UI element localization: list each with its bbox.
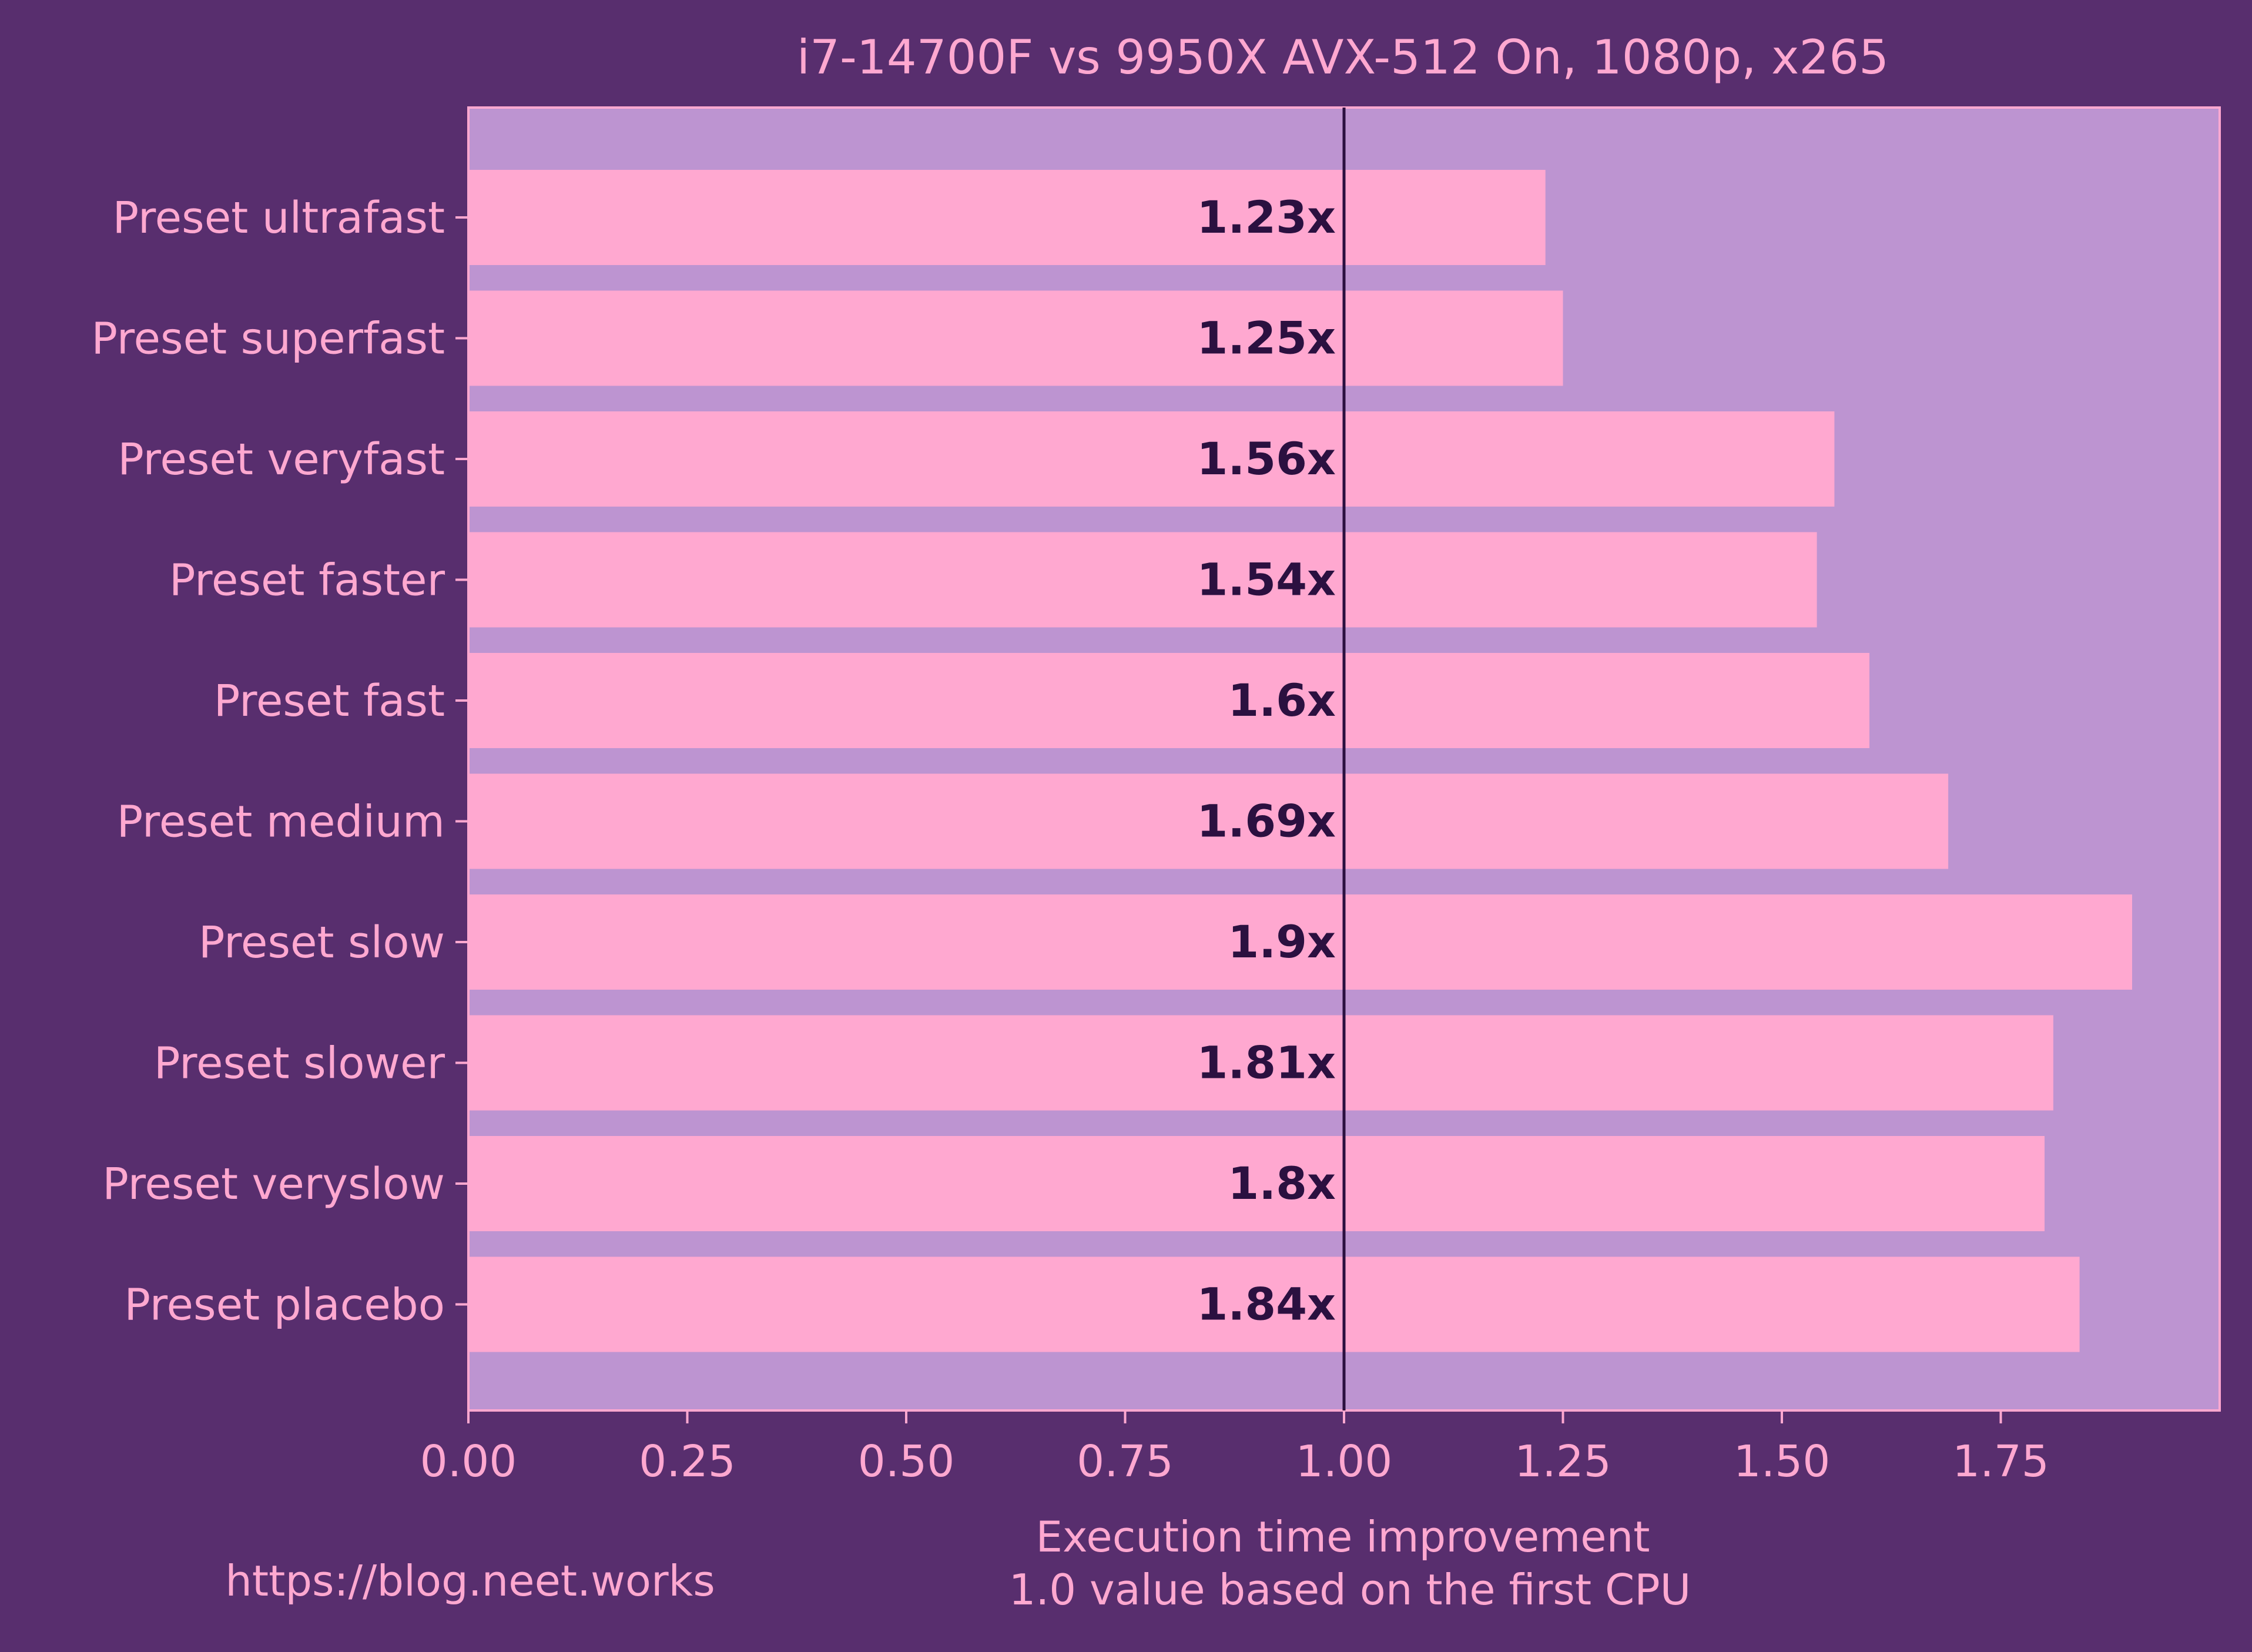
x-tick-label: 1.00	[1296, 1436, 1393, 1487]
bar	[468, 894, 2132, 990]
value-label: 1.69x	[1197, 795, 1336, 847]
y-tick-label: Preset veryslow	[102, 1159, 445, 1209]
x-tick-label: 0.25	[639, 1436, 736, 1487]
bar	[468, 170, 1546, 265]
bars-layer	[468, 170, 2132, 1352]
chart-title: i7-14700F vs 9950X AVX-512 On, 1080p, x2…	[797, 30, 1889, 85]
value-label: 1.25x	[1197, 312, 1336, 364]
x-axis: 0.00 0.25 0.50 0.75 1.00 1.25 1.50 1.75	[420, 1410, 2049, 1487]
x-tick-label: 0.50	[858, 1436, 955, 1487]
bar	[468, 1256, 2080, 1352]
value-label: 1.56x	[1197, 433, 1336, 485]
x-tick-label: 0.00	[420, 1436, 517, 1487]
y-tick-label: Preset superfast	[91, 314, 445, 364]
y-tick-label: Preset medium	[117, 797, 445, 847]
x-axis-label-line-2: 1.0 value based on the first CPU	[1009, 1565, 1691, 1614]
y-tick-label: Preset slow	[199, 917, 445, 968]
y-tick-label: Preset ultrafast	[113, 193, 445, 243]
x-tick-label: 1.25	[1514, 1436, 1611, 1487]
y-tick-label: Preset faster	[169, 555, 445, 606]
x-axis-label-line-1: Execution time improvement	[1036, 1512, 1650, 1561]
source-url[interactable]: https://blog.neet.works	[225, 1556, 715, 1606]
x-tick-label: 0.75	[1077, 1436, 1174, 1487]
value-label: 1.81x	[1197, 1037, 1336, 1089]
y-tick-label: Preset slower	[154, 1038, 445, 1089]
bar	[468, 290, 1563, 386]
y-axis: Preset ultrafast Preset superfast Preset v…	[91, 193, 468, 1331]
y-tick-label: Preset fast	[214, 676, 445, 726]
value-label: 1.84x	[1197, 1278, 1336, 1331]
bar	[468, 411, 1835, 507]
value-label: 1.23x	[1197, 191, 1336, 243]
y-tick-label: Preset veryfast	[118, 434, 445, 485]
value-label: 1.9x	[1228, 916, 1336, 968]
x-tick-label: 1.75	[1952, 1436, 2049, 1487]
bar	[468, 1015, 2053, 1111]
bar	[468, 1136, 2045, 1231]
x-tick-label: 1.50	[1734, 1436, 1831, 1487]
y-tick-label: Preset placebo	[124, 1280, 445, 1331]
value-labels-layer: 1.23x 1.25x 1.56x 1.54x 1.6x 1.69x 1.9x 1.81x 1.…	[1197, 191, 1336, 1331]
bar	[468, 653, 1869, 748]
bar	[468, 532, 1817, 628]
value-label: 1.54x	[1197, 554, 1336, 606]
bar	[468, 773, 1949, 869]
value-label: 1.6x	[1228, 674, 1336, 726]
value-label: 1.8x	[1228, 1157, 1336, 1209]
